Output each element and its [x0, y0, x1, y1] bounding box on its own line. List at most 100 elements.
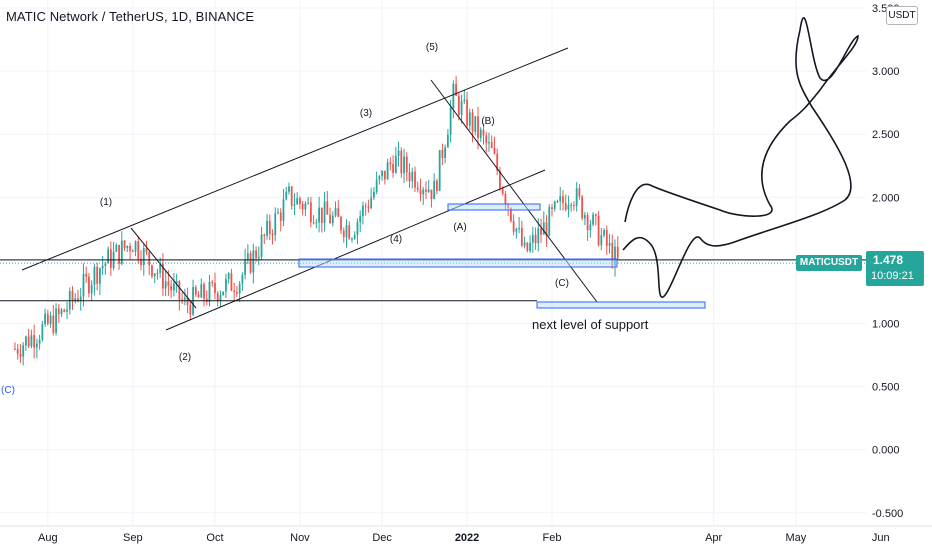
candle-body: [512, 220, 515, 232]
candle-body: [468, 112, 471, 126]
candle-body: [548, 207, 551, 236]
wave-label: (1): [100, 197, 112, 208]
candle-body: [394, 155, 397, 173]
candle-body: [320, 207, 323, 224]
candle-body: [578, 188, 581, 197]
candle-body: [225, 278, 227, 292]
candle-body: [74, 298, 77, 301]
candle-body: [414, 171, 416, 188]
candle-body: [38, 339, 41, 344]
candle-body: [540, 228, 542, 235]
candle-body: [537, 228, 540, 244]
candle-body: [545, 222, 548, 236]
candle-body: [99, 268, 101, 284]
candle-body: [167, 281, 170, 286]
candle-body: [485, 135, 488, 144]
wave-2-trendline[interactable]: [130, 227, 197, 309]
candle-body: [611, 242, 614, 266]
candle-body: [118, 244, 120, 264]
candle-body: [66, 309, 68, 312]
support-zone-box[interactable]: [298, 258, 618, 268]
candle-body: [252, 250, 255, 273]
candle-body: [156, 273, 159, 275]
candle-body: [466, 99, 468, 126]
candle-body: [556, 201, 559, 203]
candle-body: [551, 207, 553, 210]
candle-body: [583, 214, 586, 219]
candle-body: [490, 142, 493, 148]
candle-body: [57, 308, 60, 315]
candle-body: [236, 292, 238, 294]
currency-button[interactable]: USDT: [886, 6, 918, 25]
candle-body: [348, 225, 351, 239]
downtrend-line[interactable]: [430, 79, 598, 303]
candle-body: [123, 240, 126, 248]
wave-label: (B): [481, 116, 494, 127]
wave-label: (2): [179, 352, 191, 363]
candle-body: [129, 246, 131, 252]
candle-body: [249, 253, 252, 273]
candle-body: [307, 202, 310, 204]
candle-body: [482, 129, 485, 136]
candle-body: [30, 335, 33, 347]
candle-body: [425, 189, 427, 192]
symbol-badge: MATICUSDT: [796, 255, 862, 271]
candle-body: [438, 150, 441, 191]
candle-body: [474, 116, 477, 132]
candle-body: [309, 202, 312, 223]
candle-body: [614, 246, 616, 266]
candle-body: [35, 343, 38, 348]
candle-body: [22, 345, 25, 357]
candle-body: [564, 202, 567, 210]
channel-lower-trendline[interactable]: [165, 169, 546, 331]
bar-countdown: 10:09:21: [871, 270, 914, 282]
candle-body: [178, 281, 181, 300]
candle-body: [542, 222, 545, 235]
candle-body: [208, 281, 211, 302]
candle-body: [452, 83, 455, 109]
candle-body: [134, 241, 137, 252]
candle-body: [408, 172, 411, 182]
candle-body: [266, 220, 268, 236]
candle-body: [600, 235, 603, 246]
candle-body: [126, 246, 129, 248]
candle-body: [183, 297, 186, 300]
candle-body: [304, 203, 307, 210]
candle-body: [575, 188, 578, 206]
y-tick-label: 1.000: [872, 319, 900, 331]
candle-body: [488, 142, 490, 144]
candle-body: [422, 189, 425, 195]
last-price: 1.478: [873, 253, 904, 267]
candle-body: [214, 282, 216, 293]
wave-label: (A): [453, 222, 466, 233]
candle-body: [189, 304, 192, 315]
candle-body: [216, 292, 219, 301]
resistance-zone-box[interactable]: [447, 203, 541, 211]
candle-body: [518, 227, 521, 229]
candle-body: [362, 205, 364, 217]
candle-body: [162, 263, 164, 289]
candle-body: [510, 208, 512, 221]
candle-body: [334, 208, 337, 216]
candle-body: [592, 214, 594, 225]
target-zone-box[interactable]: [536, 301, 706, 309]
y-tick-label: -0.500: [872, 508, 903, 520]
last-price-badge: 1.478 10:09:21: [866, 251, 924, 286]
y-tick-label: 3.000: [872, 66, 900, 78]
candle-body: [586, 214, 589, 231]
x-tick-label: Sep: [123, 532, 143, 544]
wave-label: (3): [360, 108, 372, 119]
candle-body: [140, 258, 142, 266]
candle-body: [400, 150, 403, 174]
candle-body: [299, 198, 301, 204]
candle-body: [90, 284, 93, 294]
freehand-projection-path[interactable]: [622, 17, 859, 298]
candle-body: [496, 153, 499, 171]
candle-body: [397, 150, 400, 156]
y-tick-label: 2.000: [872, 192, 900, 204]
candle-body: [148, 252, 151, 266]
channel-upper-trendline[interactable]: [21, 47, 569, 271]
time-axis: Aug Sep Oct Nov Dec 2022 Feb Apr May Jun: [0, 525, 932, 544]
candle-body: [389, 162, 392, 165]
